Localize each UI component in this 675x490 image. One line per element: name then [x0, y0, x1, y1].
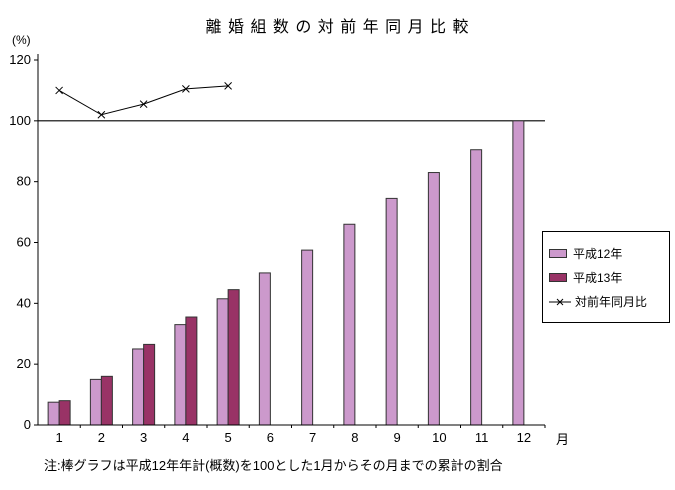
bar-heisei13-month-2	[100, 375, 113, 426]
bar-heisei12-month-12	[512, 120, 525, 426]
legend-line-sample-icon	[549, 296, 571, 306]
bar-heisei13-month-1	[58, 400, 71, 426]
bar-heisei13-month-5	[227, 289, 240, 426]
bar-heisei12-month-11	[470, 149, 483, 426]
bar-heisei12-month-9	[385, 197, 398, 426]
x-tick-label: 9	[394, 430, 401, 445]
legend-item-2: 対前年同月比	[549, 289, 663, 313]
x-tick-label: 6	[267, 430, 274, 445]
x-tick-label: 2	[98, 430, 105, 445]
bar-heisei12-month-2	[89, 378, 102, 426]
bar-heisei12-month-6	[258, 272, 271, 426]
legend-label: 平成13年	[573, 270, 623, 285]
x-marker-icon	[55, 86, 63, 95]
legend: 平成12年平成13年対前年同月比	[542, 231, 670, 323]
bar-heisei12-month-7	[301, 249, 314, 426]
bar-heisei13-month-4	[185, 316, 198, 426]
x-tick-label: 5	[225, 430, 232, 445]
x-marker-icon	[139, 100, 148, 108]
legend-swatch-icon	[549, 272, 567, 282]
legend-swatch-icon	[549, 248, 567, 258]
legend-label: 対前年同月比	[575, 294, 648, 309]
y-tick-label: 60	[17, 235, 31, 250]
bar-heisei12-month-10	[427, 172, 440, 426]
x-tick-label: 10	[432, 430, 446, 445]
y-axis-unit-label: (%)	[12, 33, 31, 47]
bar-heisei12-month-8	[343, 223, 356, 426]
y-tick-label: 120	[9, 52, 31, 67]
bar-heisei12-month-5	[216, 298, 229, 426]
yoy-ratio-line	[58, 85, 229, 116]
y-tick-label: 80	[17, 174, 31, 189]
x-marker-icon	[182, 85, 190, 93]
y-tick-label: 100	[9, 113, 31, 128]
x-tick-label: 12	[517, 430, 531, 445]
x-tick-label: 4	[182, 430, 189, 445]
y-tick-label: 40	[17, 295, 31, 310]
x-tick-label: 11	[475, 430, 489, 445]
x-tick-label: 3	[140, 430, 147, 445]
bar-heisei12-month-1	[47, 401, 60, 426]
x-tick-label: 1	[56, 430, 63, 445]
x-tick-label: 8	[351, 430, 358, 445]
legend-label: 平成12年	[573, 246, 623, 261]
x-tick-label: 7	[309, 430, 316, 445]
bar-heisei12-month-3	[132, 348, 145, 426]
chart-title: 離 婚 組 数 の 対 前 年 同 月 比 較	[205, 19, 470, 36]
y-tick-label: 0	[24, 417, 31, 432]
legend-item-0: 平成12年	[549, 241, 663, 265]
x-axis-unit-label: 月	[556, 432, 570, 447]
y-tick-label: 20	[17, 356, 31, 371]
bar-heisei13-month-3	[143, 343, 156, 426]
x-marker-icon	[97, 110, 106, 119]
x-marker-icon	[224, 82, 232, 90]
footnote: 注:棒グラフは平成12年年計(概数)を100とした1月からその月までの累計の割合	[44, 458, 503, 473]
legend-item-1: 平成13年	[549, 265, 663, 289]
bar-heisei12-month-4	[174, 324, 187, 426]
